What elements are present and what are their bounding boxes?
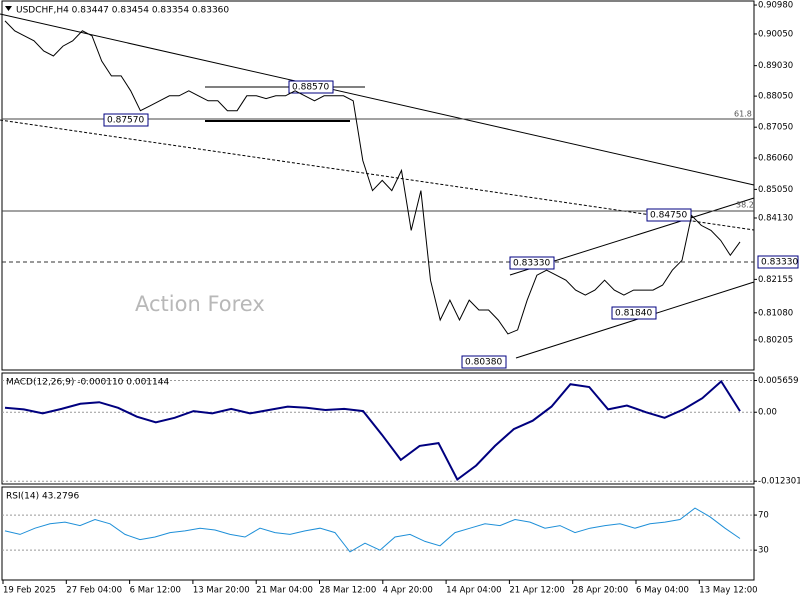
annotation-box <box>611 306 657 320</box>
x-tick-label: 28 Mar 12:00 <box>320 586 377 596</box>
annotation: 0.81840 <box>615 309 652 319</box>
y-tick-label: 0.005659 <box>758 376 799 386</box>
series-line <box>4 20 741 335</box>
trend-line <box>515 281 755 359</box>
annotation-box <box>288 80 334 94</box>
series-line <box>4 379 741 482</box>
y-tick-label: 0.82155 <box>758 275 793 285</box>
series-line <box>4 507 741 553</box>
annotation-box <box>757 255 799 269</box>
y-tick-label: 0.81080 <box>758 308 793 318</box>
y-tick-label: 0.00 <box>758 408 777 418</box>
y-tick-label: 0.85050 <box>758 185 793 195</box>
y-tick-label: 0.86060 <box>758 153 793 163</box>
panel-title: MACD(12,26,9) -0.000110 0.001144 <box>6 378 169 388</box>
x-tick-label: 6 Mar 12:00 <box>130 586 181 596</box>
y-tick-label: 0.90050 <box>758 29 793 39</box>
panel-title: USDCHF,H4 0.83447 0.83454 0.83354 0.8336… <box>16 6 229 16</box>
y-tick-label: 0.88050 <box>758 92 793 102</box>
x-tick-label: 21 Apr 12:00 <box>509 586 564 596</box>
y-tick-label: 0.90980 <box>758 1 793 11</box>
title-icon <box>5 6 12 11</box>
panel-frame <box>1 372 755 485</box>
y-tick-label: -0.012301 <box>758 477 800 487</box>
x-tick-label: 27 Feb 04:00 <box>66 586 122 596</box>
y-tick-label: 70 <box>758 511 769 521</box>
annotation: 0.83330 <box>513 259 550 269</box>
watermark: Action Forex <box>135 292 265 316</box>
y-tick-label: 0.87050 <box>758 123 793 133</box>
panel-title: RSI(14) 43.2796 <box>6 492 79 502</box>
x-tick-label: 14 Apr 04:00 <box>446 586 501 596</box>
y-tick-label: 0.84130 <box>758 213 793 223</box>
y-tick-label: 0.89030 <box>758 61 793 71</box>
y-tick-label: 30 <box>758 546 769 556</box>
annotation-box <box>646 208 692 222</box>
trend-line <box>0 13 755 186</box>
panel-frame <box>1 486 755 581</box>
annotation-box <box>103 113 149 127</box>
annotation-box <box>461 355 507 369</box>
x-tick-label: 13 May 12:00 <box>699 586 757 596</box>
annotation: 0.88570 <box>292 83 329 93</box>
x-tick-label: 4 Apr 20:00 <box>383 586 433 596</box>
x-tick-label: 13 Mar 20:00 <box>193 586 250 596</box>
trend-line <box>0 119 755 231</box>
annotation: 0.84750 <box>650 211 687 221</box>
x-tick-label: 6 May 04:00 <box>636 586 689 596</box>
annotation-box <box>509 256 555 270</box>
annotation: 38.2 <box>736 201 754 210</box>
panel-frame <box>1 0 755 371</box>
x-tick-label: 28 Apr 20:00 <box>573 586 628 596</box>
annotation: 0.80380 <box>465 358 502 368</box>
annotation: 0.83330 <box>761 258 798 268</box>
x-tick-label: 19 Feb 2025 <box>3 586 56 596</box>
annotation: 0.87570 <box>107 116 144 126</box>
y-tick-label: 0.80205 <box>758 336 793 346</box>
x-tick-label: 21 Mar 04:00 <box>256 586 313 596</box>
annotation: 61.8 <box>734 110 752 119</box>
